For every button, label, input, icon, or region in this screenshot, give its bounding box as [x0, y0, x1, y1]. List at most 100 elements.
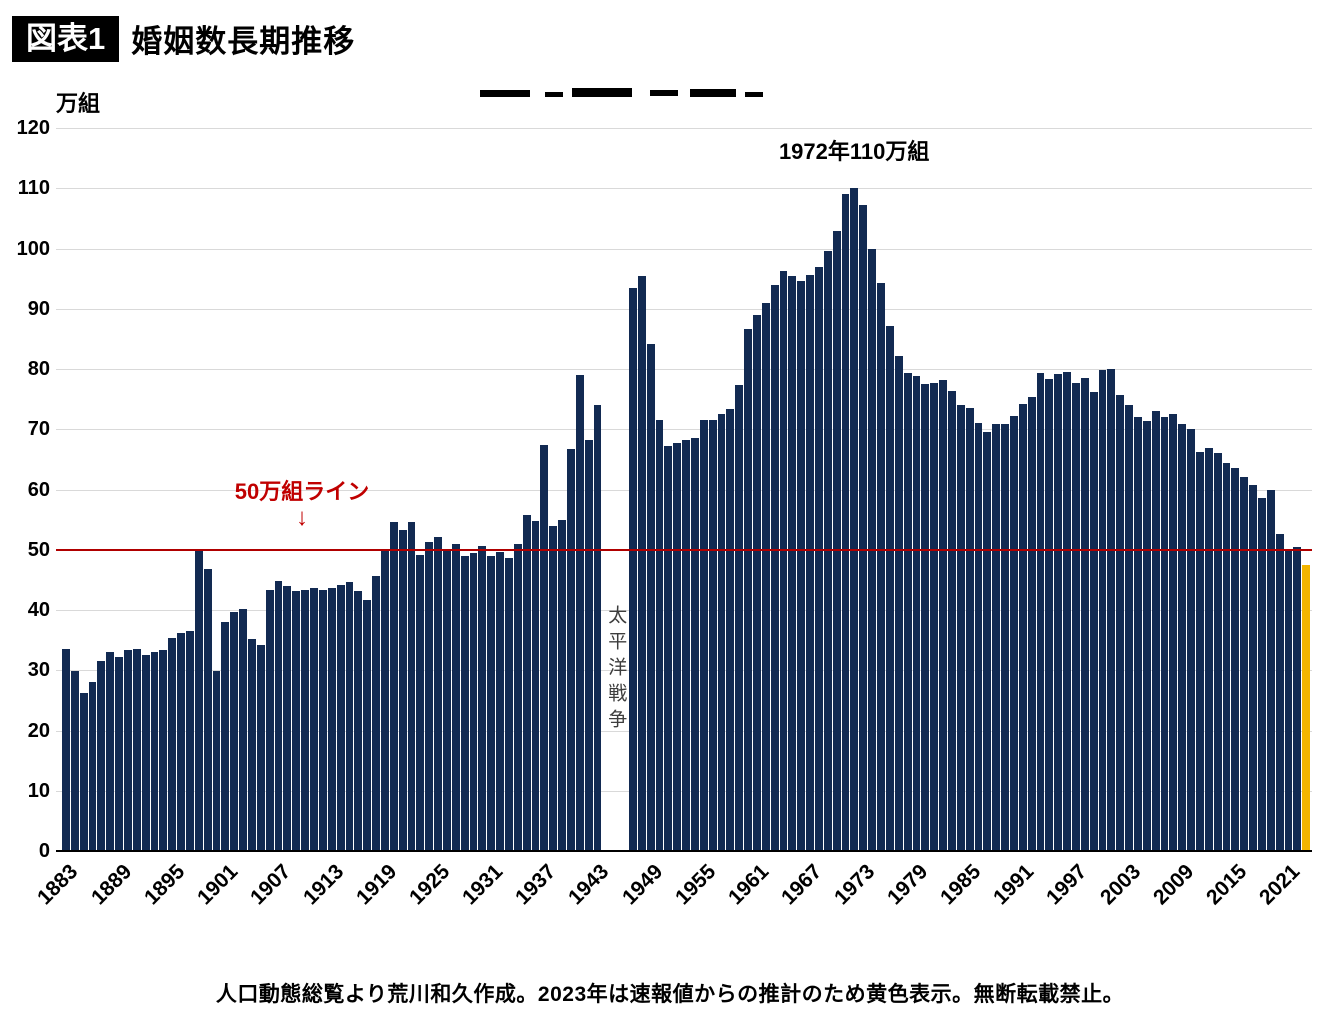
bar-slot [779, 128, 788, 851]
marriage-bar [806, 275, 815, 851]
marriage-bar [1302, 564, 1311, 851]
bar-slot [487, 128, 496, 851]
marriage-bar [1001, 424, 1009, 851]
marriage-bar [292, 590, 301, 851]
marriage-bar [203, 569, 212, 851]
bar-slot [1266, 128, 1275, 851]
marriage-bar [717, 413, 726, 851]
marriage-bar [380, 550, 389, 851]
figure-title: 婚姻数長期推移 [131, 24, 356, 60]
marriage-bar [1249, 485, 1258, 851]
marriage-bar [549, 526, 558, 851]
marriage-bar [531, 521, 540, 851]
bar-slot [62, 128, 70, 851]
bar-slot [1169, 128, 1178, 851]
marriage-bar [327, 588, 336, 851]
bar-slot [1222, 128, 1231, 851]
bar-slot [894, 128, 903, 851]
marriage-bar [496, 551, 504, 851]
marriage-bar [186, 630, 194, 851]
marriage-bar [939, 380, 947, 851]
marriage-bar [1071, 383, 1080, 851]
bar-slot [1240, 128, 1249, 851]
bar-slot [1204, 128, 1213, 851]
marriage-bar [336, 584, 345, 851]
bar-slot [664, 128, 673, 851]
bar-slot [70, 128, 79, 851]
bar-slot [1080, 128, 1089, 851]
bar-slot [389, 128, 398, 851]
marriage-bar [301, 589, 310, 851]
bar-slot [380, 128, 389, 851]
marriage-bar [584, 440, 593, 851]
bar-slot [1178, 128, 1187, 851]
marriage-bar [877, 283, 885, 851]
bar-slot [921, 128, 930, 851]
bar-slot [1293, 128, 1302, 851]
bar-slot [292, 128, 301, 851]
bar-slot [513, 128, 522, 851]
marriage-bar [691, 438, 699, 851]
bar-slot [531, 128, 540, 851]
marriage-bar [389, 522, 398, 851]
marriage-bar [1089, 391, 1098, 851]
marriage-bar [159, 649, 168, 851]
marriage-bar [726, 409, 735, 851]
marriage-bar [850, 188, 859, 851]
marriage-bar [372, 576, 380, 851]
marriage-bar [885, 325, 894, 851]
marriage-bar [416, 555, 425, 851]
bar-slot [1133, 128, 1142, 851]
bar-slot [318, 128, 327, 851]
marriage-bar [141, 654, 150, 851]
marriage-bar [965, 407, 974, 851]
marriage-bar [1169, 413, 1178, 851]
marriage-bar [903, 373, 912, 851]
bar-slot [283, 128, 292, 851]
marriage-bar [522, 515, 531, 851]
marriage-bar [646, 343, 655, 851]
bar-slot [566, 128, 575, 851]
marriage-bar [708, 420, 717, 851]
bar-slot [797, 128, 806, 851]
bar-slot [124, 128, 132, 851]
bar-slot [691, 128, 699, 851]
marriage-bar [177, 632, 186, 851]
bar-slot [611, 128, 619, 851]
marriage-bar [363, 600, 372, 851]
reference-line [56, 548, 1312, 551]
marriage-bar [832, 231, 841, 851]
bar-slot [965, 128, 974, 851]
y-tick-label: 50 [27, 538, 50, 561]
bar-slot [983, 128, 992, 851]
marriage-bar [735, 385, 744, 851]
bars-container [62, 128, 1311, 851]
marriage-bar [1151, 410, 1160, 851]
bar-slot [859, 128, 868, 851]
marriage-bar [239, 608, 248, 851]
marriage-bar [894, 356, 903, 851]
y-axis-unit-label: 万組 [56, 91, 101, 116]
bar-slot [1196, 128, 1204, 851]
grid-line [56, 128, 1312, 129]
marriage-bar [425, 541, 434, 851]
bar-slot [655, 128, 664, 851]
bar-slot [398, 128, 407, 851]
bar-slot [549, 128, 558, 851]
marriage-bar [79, 693, 88, 851]
marriage-bar [1018, 403, 1027, 851]
marriage-bar [97, 660, 106, 851]
bar-slot [1098, 128, 1107, 851]
bar-slot [1125, 128, 1133, 851]
marriage-bar [504, 558, 513, 851]
bar-slot [682, 128, 691, 851]
marriage-bar [230, 612, 239, 851]
marriage-bar [168, 637, 177, 851]
grid-line [56, 188, 1312, 190]
marriage-bar [1187, 429, 1195, 851]
marriage-bar [1231, 468, 1240, 851]
bar-slot [1089, 128, 1098, 851]
bar-slot [540, 128, 549, 851]
bar-slot [1213, 128, 1222, 851]
